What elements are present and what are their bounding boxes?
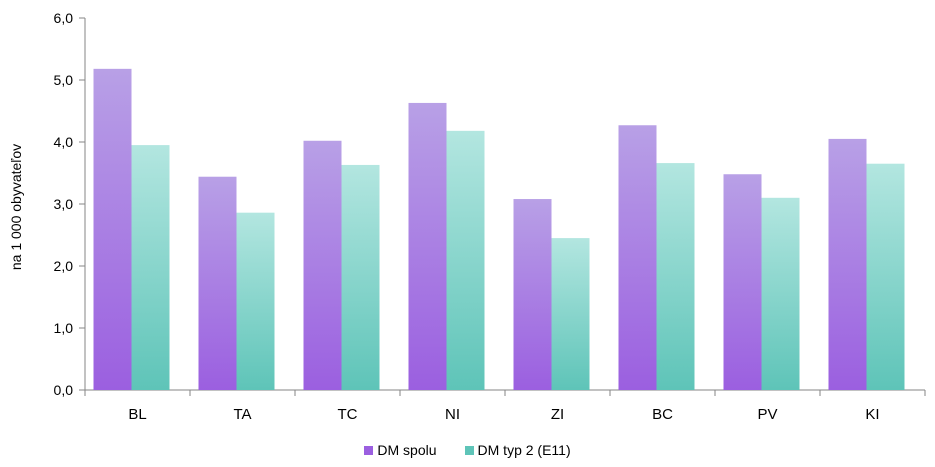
bar-tc-series-2 bbox=[341, 164, 380, 390]
y-tick-label: 2,0 bbox=[54, 258, 74, 274]
bar-bl-series-2 bbox=[131, 145, 170, 390]
bar-ni-series-1 bbox=[408, 102, 447, 390]
x-tick-label: KI bbox=[865, 406, 879, 423]
x-tick-label: NI bbox=[445, 406, 460, 423]
x-tick-label: ZI bbox=[551, 406, 564, 423]
bar-chart: na 1 000 obyvateľov 0,0 1,0 2,0 3,0 4,0 5,0 6,… bbox=[8, 10, 926, 423]
y-axis-label: na 1 000 obyvateľov bbox=[8, 144, 24, 270]
y-tick-label: 1,0 bbox=[54, 320, 74, 336]
bar-ki-series-1 bbox=[828, 138, 867, 390]
bar-zi-series-1 bbox=[513, 199, 552, 390]
legend-swatch-series-2 bbox=[464, 445, 474, 455]
y-tick-label: 4,0 bbox=[54, 134, 74, 150]
y-tick-label: 5,0 bbox=[54, 72, 74, 88]
legend: DM spolu DM typ 2 (E11) bbox=[0, 442, 935, 458]
plot-area: 0,0 1,0 2,0 3,0 4,0 5,0 6,0 BL TA TC NI ZI BC PV KI bbox=[54, 10, 926, 423]
bar-ki-series-2 bbox=[866, 163, 905, 390]
bar-bl-series-1 bbox=[93, 68, 132, 390]
x-tick-label: PV bbox=[757, 406, 777, 423]
bar-ta-series-2 bbox=[236, 212, 275, 390]
bar-bc-series-2 bbox=[656, 163, 695, 390]
x-tick-label: BC bbox=[652, 406, 673, 423]
legend-label-series-1: DM spolu bbox=[377, 442, 437, 458]
bar-pv-series-2 bbox=[761, 197, 800, 390]
bar-tc-series-1 bbox=[303, 140, 342, 390]
x-tick-label: TC bbox=[338, 406, 358, 423]
legend-item-series-2: DM typ 2 (E11) bbox=[464, 442, 571, 458]
y-tick-label: 0,0 bbox=[54, 382, 74, 398]
x-tick-label: TA bbox=[233, 406, 251, 423]
y-tick-label: 3,0 bbox=[54, 196, 74, 212]
bar-ni-series-2 bbox=[446, 130, 485, 390]
bar-bc-series-1 bbox=[618, 125, 657, 390]
legend-label-series-2: DM typ 2 (E11) bbox=[477, 442, 571, 458]
bar-pv-series-1 bbox=[723, 174, 762, 390]
legend-swatch-series-1 bbox=[364, 445, 374, 455]
x-tick-label: BL bbox=[128, 406, 146, 423]
bar-zi-series-2 bbox=[551, 238, 590, 390]
bar-ta-series-1 bbox=[198, 176, 237, 390]
legend-item-series-1: DM spolu bbox=[364, 442, 437, 458]
y-tick-label: 6,0 bbox=[54, 10, 74, 26]
